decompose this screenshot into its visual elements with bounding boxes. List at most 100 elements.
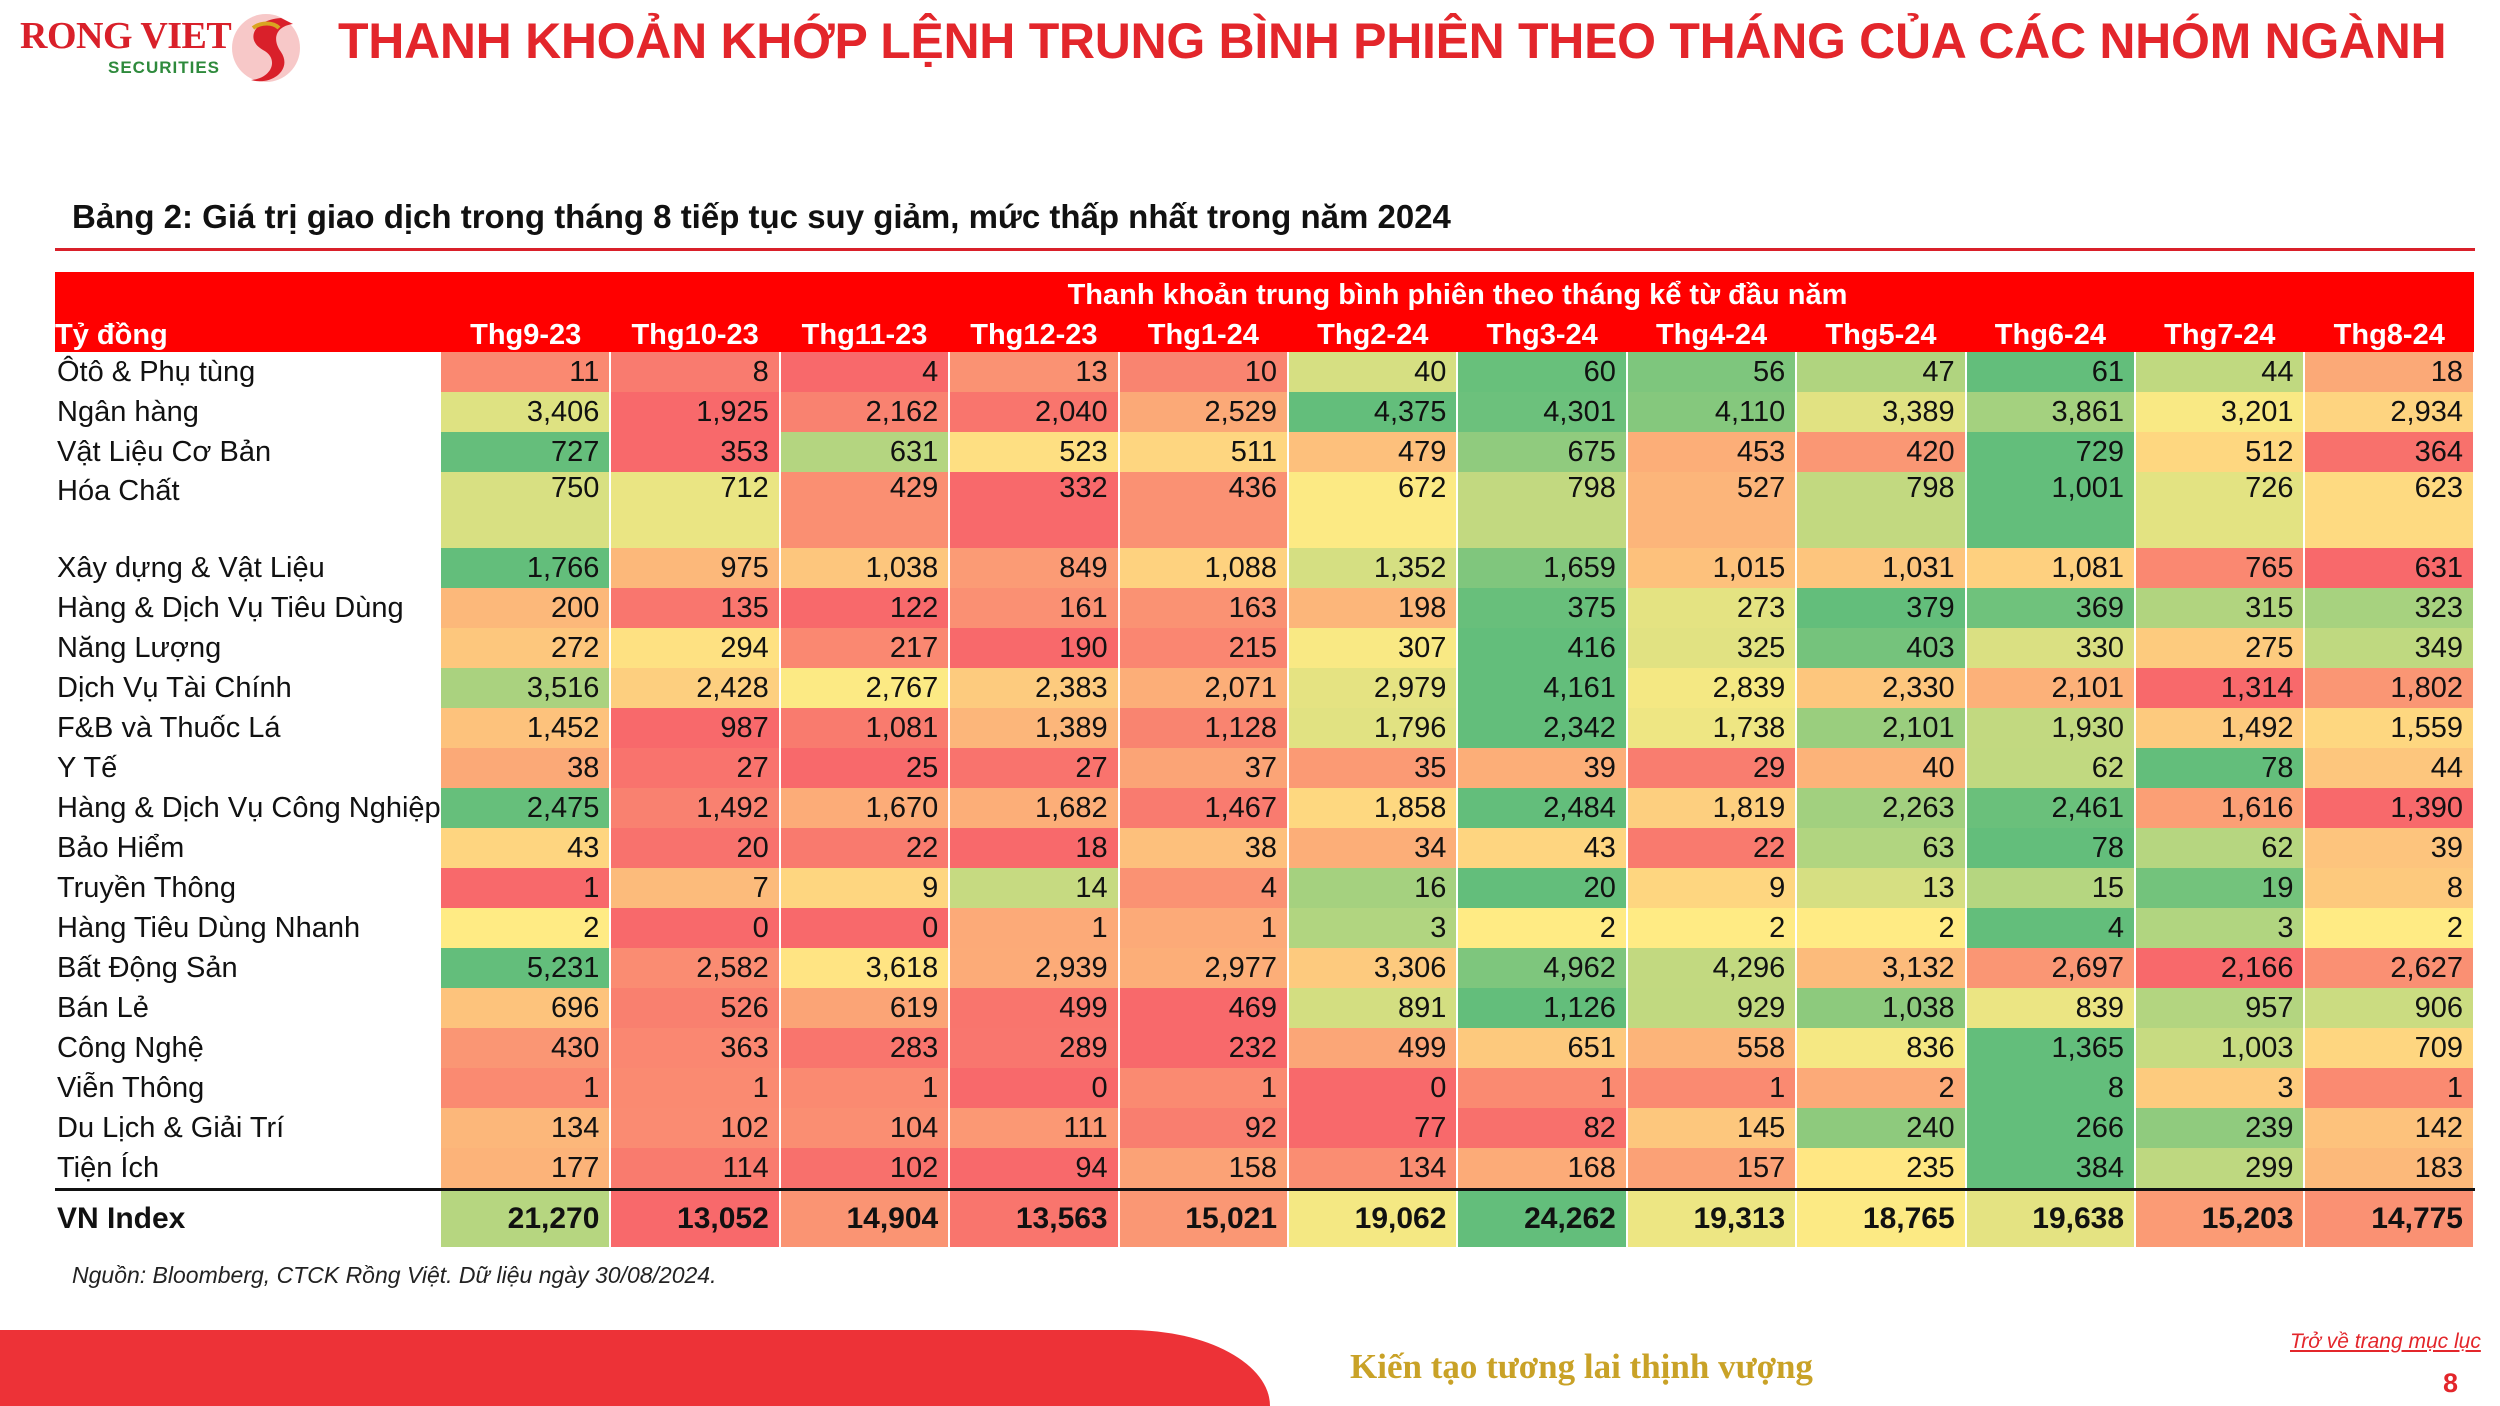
value-cell: 3 [2135,908,2306,948]
value-cell: 38 [441,748,612,788]
table-row: Bán Lẻ 696 526 619 499 469 891 1,126 929 1,038 839… [55,988,2475,1028]
value-cell: 215 [1118,628,1290,668]
value-cell: 2,330 [1796,668,1967,708]
value-cell: 2,934 [2304,392,2475,432]
value-cell: 2 [1796,1068,1967,1108]
row-label: Truyền Thông [55,868,441,908]
value-cell: 2,839 [1626,668,1798,708]
row-label: Ngân hàng [55,392,441,432]
value-cell: 2,071 [1118,668,1290,708]
table-row: Tiện Ích 177 114 102 94 158 134 168 157 235 384 299… [55,1148,2475,1190]
value-cell: 44 [2135,352,2306,392]
row-label: Hóa Chất [55,472,441,548]
value-cell: 623 [2304,472,2475,548]
table-row: Viễn Thông 1 1 1 0 1 0 1 1 2 8 3 1 [55,1068,2475,1108]
table-row: Bất Động Sản 5,231 2,582 3,618 2,939 2,977 3,3… [55,948,2475,988]
value-cell: 4 [1965,908,2137,948]
column-header: Thg4-24 [1626,312,1797,352]
value-cell: 369 [1965,588,2137,628]
value-cell: 364 [2304,432,2475,472]
value-cell: 403 [1796,628,1967,668]
value-cell: 20 [1457,868,1628,908]
value-cell: 3,861 [1965,392,2137,432]
value-cell: 3,516 [441,668,612,708]
table-row: Hàng Tiêu Dùng Nhanh 2 0 0 1 1 3 2 2 2 4 3 2 [55,908,2475,948]
value-cell: 891 [1288,988,1459,1028]
value-cell: 47 [1796,352,1967,392]
table-row: Dịch Vụ Tài Chính 3,516 2,428 2,767 2,383 2,0… [55,668,2475,708]
value-cell: 2 [2304,908,2475,948]
value-cell: 1 [949,908,1120,948]
value-cell: 62 [2135,828,2306,868]
value-cell: 60 [1457,352,1628,392]
value-cell: 22 [779,828,951,868]
value-cell: 1 [610,1068,781,1108]
value-cell: 77 [1288,1108,1459,1148]
value-cell: 104 [779,1108,951,1148]
value-cell: 82 [1457,1108,1628,1148]
value-cell: 1,930 [1965,708,2137,748]
value-cell: 2 [1457,908,1628,948]
value-cell: 61 [1965,352,2137,392]
value-cell: 2,101 [1965,668,2137,708]
value-cell: 499 [949,988,1120,1028]
value-cell: 839 [1965,988,2137,1028]
value-cell: 453 [1626,432,1798,472]
value-cell: 27 [949,748,1120,788]
value-cell: 0 [779,908,951,948]
value-cell: 2,461 [1965,788,2137,828]
value-cell: 3,618 [779,948,951,988]
unit-label: Tỷ đồng [55,312,441,352]
value-cell: 283 [779,1028,951,1068]
row-label: Ôtô & Phụ tùng [55,352,441,392]
value-cell: 1,796 [1288,708,1459,748]
value-cell: 1,670 [779,788,951,828]
value-cell: 330 [1965,628,2137,668]
value-cell: 18 [2304,352,2475,392]
column-header: Thg5-24 [1796,312,1966,352]
value-cell: 511 [1118,432,1290,472]
header-blank-cell [55,272,441,312]
table-row: Ôtô & Phụ tùng 11 8 4 13 10 40 60 56 47 61 44 18 [55,352,2475,392]
value-cell: 3,406 [441,392,612,432]
value-cell: 430 [441,1028,612,1068]
caption-divider [55,248,2475,251]
value-cell: 19,062 [1288,1188,1459,1247]
value-cell: 315 [2135,588,2306,628]
table-row: Truyền Thông 1 7 9 14 4 16 20 9 13 15 19 8 [55,868,2475,908]
value-cell: 10 [1118,352,1290,392]
value-cell: 849 [949,548,1120,588]
value-cell: 1 [1118,908,1290,948]
value-cell: 2,383 [949,668,1120,708]
value-cell: 479 [1288,432,1459,472]
value-cell: 1,467 [1118,788,1290,828]
value-cell: 145 [1626,1108,1798,1148]
value-cell: 957 [2135,988,2306,1028]
table-row: Ngân hàng 3,406 1,925 2,162 2,040 2,529 4,375 4… [55,392,2475,432]
value-cell: 1 [1457,1068,1628,1108]
value-cell: 1,038 [1796,988,1967,1028]
value-cell: 1 [2304,1068,2475,1108]
value-cell: 1,682 [949,788,1120,828]
value-cell: 21,270 [441,1188,612,1247]
value-cell: 0 [949,1068,1120,1108]
value-cell: 3 [2135,1068,2306,1108]
table-row: F&B và Thuốc Lá 1,452 987 1,081 1,389 1,128 1,… [55,708,2475,748]
value-cell: 289 [949,1028,1120,1068]
value-cell: 2,040 [949,392,1120,432]
value-cell: 3,389 [1796,392,1967,432]
column-header: Thg9-23 [441,312,611,352]
value-cell: 157 [1626,1148,1798,1190]
value-cell: 527 [1626,472,1798,548]
value-cell: 20 [610,828,781,868]
value-cell: 16 [1288,868,1459,908]
value-cell: 232 [1118,1028,1290,1068]
back-to-toc-link[interactable]: Trở về trang mục lục [2290,1330,2481,1353]
value-cell: 1,492 [610,788,781,828]
value-cell: 1,766 [441,548,612,588]
value-cell: 63 [1796,828,1967,868]
value-cell: 2 [441,908,612,948]
value-cell: 2,767 [779,668,951,708]
value-cell: 1,492 [2135,708,2306,748]
value-cell: 631 [779,432,951,472]
